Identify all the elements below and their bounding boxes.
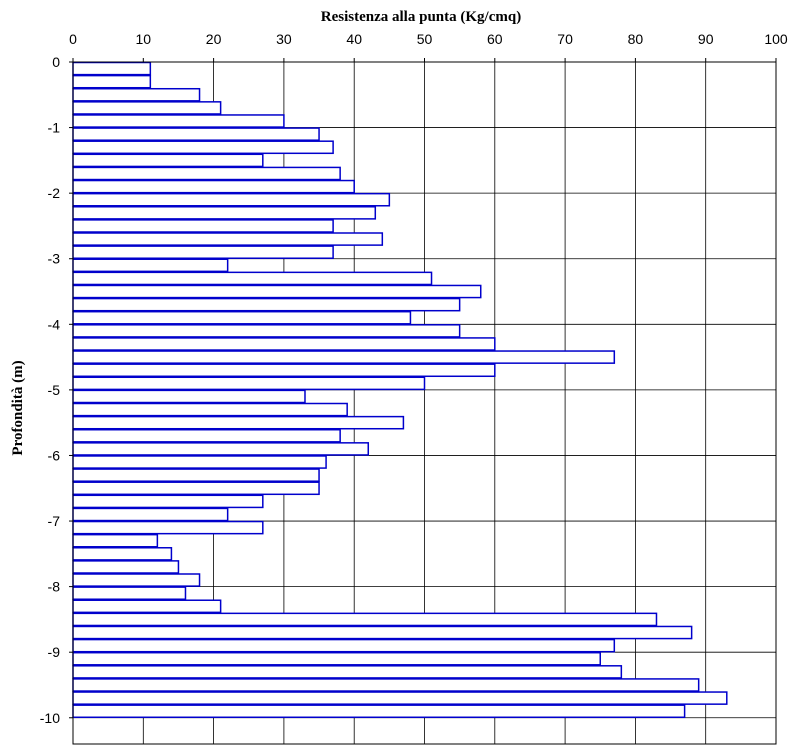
bar bbox=[72, 192, 391, 207]
bar bbox=[72, 547, 173, 561]
bar bbox=[72, 599, 222, 614]
bar bbox=[72, 376, 426, 391]
y-tick-label: 0 bbox=[52, 54, 60, 70]
bar bbox=[72, 651, 601, 666]
x-tick-label: 30 bbox=[276, 31, 292, 47]
x-tick-label: 40 bbox=[346, 31, 362, 47]
bar bbox=[72, 533, 159, 548]
bar bbox=[72, 127, 320, 141]
y-tick-label: -2 bbox=[48, 185, 61, 201]
bar bbox=[72, 415, 405, 430]
y-tick-label: -5 bbox=[48, 382, 61, 398]
bar bbox=[72, 402, 348, 417]
bar bbox=[72, 481, 320, 496]
x-tick-label: 20 bbox=[206, 31, 222, 47]
y-axis-title: Profondità (m) bbox=[10, 360, 26, 455]
bar bbox=[72, 232, 384, 246]
bar bbox=[72, 114, 285, 128]
bar bbox=[72, 442, 370, 456]
x-tick-label: 90 bbox=[698, 31, 714, 47]
y-tick-label: -8 bbox=[48, 579, 61, 595]
bar bbox=[72, 455, 327, 469]
y-tick-label: -9 bbox=[48, 644, 61, 660]
bar bbox=[72, 520, 264, 535]
bar bbox=[72, 179, 355, 194]
bar bbox=[72, 389, 306, 404]
bar bbox=[72, 166, 341, 181]
bar bbox=[72, 61, 152, 76]
bar bbox=[72, 428, 341, 443]
bar bbox=[72, 337, 496, 351]
x-tick-label: 60 bbox=[487, 31, 503, 47]
bar bbox=[72, 219, 334, 233]
y-tick-label: -4 bbox=[48, 316, 61, 332]
bar bbox=[72, 140, 334, 155]
y-axis-ticks: 0 -1 -2 -3 -4 -5 -6 -7 -8 -9 -10 bbox=[40, 54, 73, 726]
bar bbox=[72, 638, 616, 653]
y-tick-label: -10 bbox=[40, 710, 60, 726]
y-tick-label: -7 bbox=[48, 513, 61, 529]
bar bbox=[72, 206, 377, 220]
bar bbox=[72, 468, 320, 482]
x-tick-label: 80 bbox=[628, 31, 644, 47]
x-tick-label: 50 bbox=[417, 31, 433, 47]
bar bbox=[72, 284, 482, 299]
bar bbox=[72, 612, 658, 627]
bar bbox=[72, 153, 264, 168]
bar bbox=[72, 74, 152, 89]
bar bbox=[72, 310, 412, 325]
x-tick-label: 10 bbox=[136, 31, 152, 47]
bar bbox=[72, 494, 264, 509]
bar bbox=[72, 625, 693, 640]
bar bbox=[72, 87, 201, 102]
bar bbox=[72, 258, 229, 273]
x-tick-label: 0 bbox=[69, 31, 77, 47]
bar bbox=[72, 665, 623, 679]
bar bbox=[72, 586, 187, 600]
y-tick-label: -1 bbox=[48, 120, 61, 136]
bar bbox=[72, 324, 461, 338]
x-axis-title: Resistenza alla punta (Kg/cmq) bbox=[321, 9, 521, 25]
bar bbox=[72, 271, 433, 286]
y-tick-label: -3 bbox=[48, 251, 61, 267]
bar bbox=[72, 691, 728, 705]
bar bbox=[72, 678, 700, 692]
bar bbox=[72, 573, 201, 587]
bar bbox=[72, 507, 229, 522]
x-tick-label: 70 bbox=[557, 31, 573, 47]
bar bbox=[72, 245, 334, 259]
y-tick-label: -6 bbox=[48, 447, 61, 463]
bar bbox=[72, 297, 461, 312]
bar bbox=[72, 101, 222, 115]
x-axis-ticks: 0 10 20 30 40 50 60 70 80 90 100 bbox=[69, 31, 788, 62]
bar bbox=[72, 363, 496, 378]
bar bbox=[72, 560, 180, 574]
x-tick-label: 100 bbox=[764, 31, 788, 47]
bar bbox=[72, 350, 616, 364]
bar bbox=[72, 704, 686, 719]
